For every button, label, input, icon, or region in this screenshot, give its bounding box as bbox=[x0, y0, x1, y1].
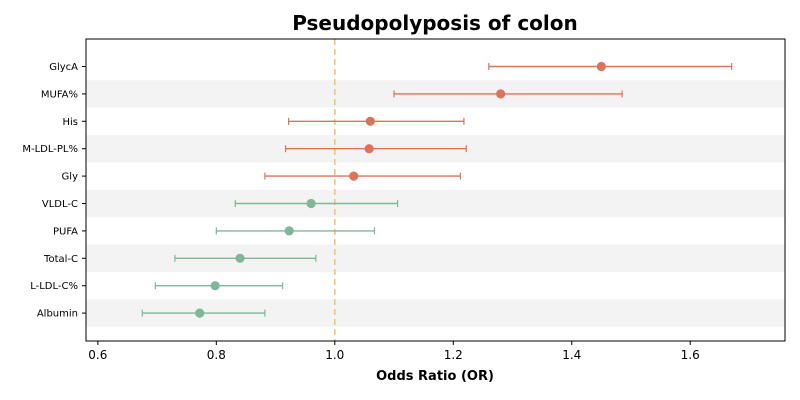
x-axis-label: Odds Ratio (OR) bbox=[376, 369, 494, 384]
y-tick-label: Total-C bbox=[43, 254, 78, 265]
x-tick-label: 1.0 bbox=[325, 348, 344, 362]
y-tick-label: GlycA bbox=[49, 62, 78, 73]
odds-ratio-point bbox=[210, 281, 220, 291]
y-tick-label: VLDL-C bbox=[42, 199, 78, 210]
y-tick-label: His bbox=[62, 117, 78, 128]
row-bands bbox=[86, 80, 785, 327]
x-tick-label: 0.6 bbox=[88, 348, 107, 362]
y-tick-label: Gly bbox=[62, 172, 79, 183]
odds-ratio-point bbox=[306, 198, 316, 209]
x-tick-label: 1.6 bbox=[681, 348, 700, 362]
x-tick-label: 0.8 bbox=[207, 348, 226, 362]
data-rows bbox=[141, 61, 733, 318]
odds-ratio-point bbox=[365, 116, 375, 126]
x-axis-ticks: 0.6 0.8 1.0 1.2 1.4 1.6 bbox=[88, 341, 700, 362]
y-tick-label: Albumin bbox=[37, 309, 78, 320]
x-tick-label: 1.2 bbox=[444, 348, 463, 362]
odds-ratio-point bbox=[284, 226, 294, 236]
y-tick-label: M-LDL-PL% bbox=[22, 144, 78, 155]
y-axis-labels: GlycA MUFA% His M-LDL-PL% Gly VLDL-C PUFA Total… bbox=[22, 62, 86, 320]
y-tick-label: PUFA bbox=[53, 226, 78, 237]
odds-ratio-point bbox=[496, 89, 506, 99]
plot-frame bbox=[85, 38, 786, 342]
odds-ratio-point bbox=[195, 308, 205, 318]
chart-title: Pseudopolyposis of colon bbox=[292, 11, 578, 35]
y-tick-label: MUFA% bbox=[41, 89, 78, 100]
y-tick-label: L-LDL-C% bbox=[30, 281, 78, 292]
odds-ratio-point bbox=[349, 171, 359, 181]
odds-ratio-point bbox=[596, 61, 606, 72]
odds-ratio-point bbox=[235, 253, 245, 263]
x-tick-label: 1.4 bbox=[562, 348, 581, 362]
odds-ratio-point bbox=[364, 144, 374, 154]
row-band bbox=[86, 189, 785, 218]
